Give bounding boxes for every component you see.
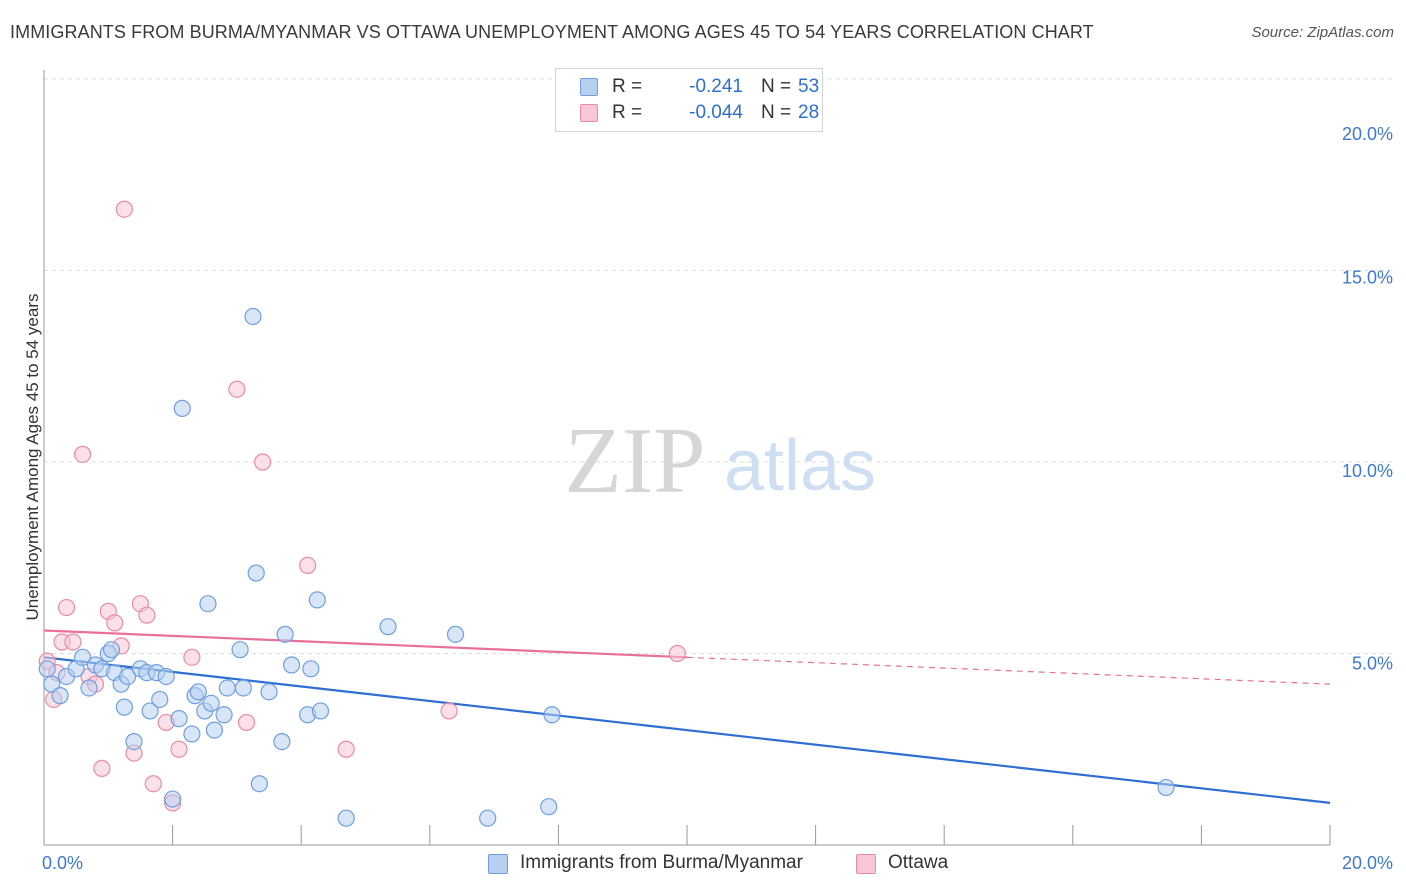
burma-point	[102, 641, 121, 659]
burma-point	[273, 732, 291, 751]
stats-legend: R = -0.241 N = 53 R = -0.044 N = 28	[555, 68, 823, 132]
source-label: Source: ZipAtlas.com	[1251, 24, 1394, 41]
y-tick-label: 20.0%	[1342, 124, 1393, 144]
burma-point	[244, 307, 262, 326]
ottawa-point	[144, 775, 162, 793]
burma-point	[379, 618, 397, 636]
burma-point	[234, 679, 252, 697]
y-tick-labels: 5.0% 10.0% 15.0% 20.0%	[1342, 124, 1393, 674]
burma-point	[1157, 778, 1175, 797]
burma-point	[43, 675, 61, 693]
n-label: N =	[761, 76, 792, 97]
legend-label-burma: Immigrants from Burma/Myanmar	[520, 852, 803, 873]
burma-points	[38, 307, 1175, 827]
r-label: R =	[612, 76, 643, 97]
burma-point	[260, 683, 278, 701]
ottawa-point	[228, 380, 246, 398]
ottawa-point	[337, 740, 355, 758]
legend-label-ottawa: Ottawa	[888, 852, 949, 873]
burma-point	[189, 683, 207, 701]
burma-trend-line	[43, 656, 1331, 804]
burma-point	[282, 656, 301, 674]
burma-point	[38, 660, 56, 678]
ottawa-point	[106, 614, 124, 632]
ottawa-point	[170, 740, 188, 758]
burma-point	[540, 798, 558, 816]
burma-point	[199, 595, 217, 613]
burma-point	[215, 706, 233, 724]
pink-swatch-icon	[580, 104, 598, 122]
burma-point	[205, 721, 223, 739]
burma-point	[157, 667, 175, 686]
burma-point	[164, 790, 182, 808]
burma-point	[218, 679, 236, 697]
blue-swatch-icon	[580, 78, 598, 96]
blue-swatch-icon	[488, 854, 508, 874]
burma-point	[337, 809, 355, 827]
burma-point	[247, 564, 265, 582]
burma-point	[125, 732, 143, 751]
ottawa-point	[138, 606, 156, 624]
y-axis-label: Unemployment Among Ages 45 to 54 years	[23, 294, 42, 621]
burma-point	[302, 660, 320, 678]
n-value: 53	[798, 76, 820, 97]
r-label: R =	[612, 102, 643, 123]
ottawa-point	[93, 759, 111, 778]
r-value: -0.044	[689, 102, 743, 123]
burma-point	[231, 641, 249, 659]
ottawa-point	[668, 644, 686, 663]
ottawa-point	[73, 445, 92, 463]
ottawa-point	[115, 200, 133, 218]
burma-point	[118, 667, 137, 686]
chart-title: IMMIGRANTS FROM BURMA/MYANMAR VS OTTAWA …	[10, 22, 1094, 42]
n-value: 28	[798, 102, 820, 123]
burma-point	[479, 809, 497, 827]
ottawa-point	[299, 556, 317, 575]
burma-point	[276, 625, 294, 643]
x-tick-label: 0.0%	[42, 853, 83, 873]
ottawa-trend-line	[43, 629, 688, 659]
ottawa-points	[38, 200, 686, 812]
ottawa-point	[64, 633, 82, 651]
x-tick-labels: 0.0% 20.0%	[42, 853, 1393, 873]
burma-point	[173, 399, 191, 417]
y-tick-label: 5.0%	[1352, 654, 1393, 674]
ottawa-point	[57, 598, 76, 617]
trend-lines	[43, 629, 1331, 804]
ottawa-point	[440, 702, 458, 720]
burma-point	[151, 690, 169, 709]
burma-point	[446, 625, 465, 643]
burma-point	[141, 702, 159, 720]
burma-point	[250, 775, 269, 793]
watermark-zip: ZIP	[565, 409, 706, 513]
burma-point	[311, 702, 330, 720]
pink-swatch-icon	[856, 854, 876, 874]
ottawa-point	[183, 648, 201, 666]
watermark-atlas: atlas	[724, 426, 876, 506]
burma-point	[170, 710, 188, 728]
burma-point	[73, 648, 92, 666]
x-tick-label: 20.0%	[1342, 853, 1393, 873]
watermark: ZIP atlas	[565, 409, 877, 513]
ottawa-point	[237, 713, 256, 732]
burma-point	[51, 687, 69, 705]
y-tick-label: 10.0%	[1342, 461, 1393, 481]
burma-point	[308, 591, 326, 609]
burma-point	[115, 698, 133, 716]
ottawa-trend-extension	[686, 656, 1331, 685]
burma-point	[202, 694, 220, 712]
ottawa-point	[254, 453, 272, 471]
r-value: -0.241	[689, 76, 743, 97]
burma-point	[543, 706, 561, 724]
y-tick-label: 15.0%	[1342, 268, 1393, 288]
burma-point	[183, 725, 201, 743]
n-label: N =	[761, 102, 792, 123]
axes	[43, 70, 1331, 846]
burma-point	[80, 679, 98, 697]
grid-lines	[44, 78, 1392, 654]
